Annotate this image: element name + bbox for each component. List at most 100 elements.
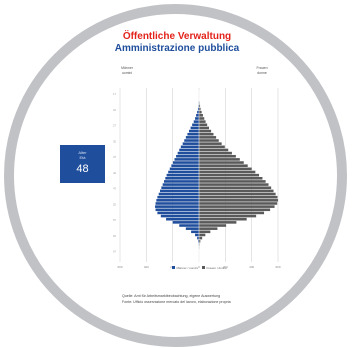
women-bar [199, 221, 237, 224]
women-bar [199, 192, 276, 196]
women-bar [199, 195, 278, 199]
men-bar [172, 221, 199, 224]
women-bar [199, 126, 210, 130]
men-bar [165, 177, 199, 180]
women-bar [199, 161, 244, 164]
men-bar [190, 126, 199, 130]
women-bar [199, 110, 202, 114]
x-tick-label: 400 [249, 265, 254, 269]
men-bar [160, 189, 199, 193]
age-tick-label: 62 [113, 234, 116, 238]
x-tick-label: 600 [275, 265, 280, 269]
men-bar [188, 129, 199, 133]
women-bar [199, 186, 272, 190]
men-bar [191, 230, 199, 234]
women-bar [199, 177, 263, 180]
age-tick-label: 27 [113, 124, 116, 128]
women-bar [199, 199, 278, 202]
men-bar [185, 227, 199, 230]
legend-label-men: Männer / uomini [177, 266, 199, 270]
women-bar [199, 139, 219, 142]
men-bar [174, 158, 199, 161]
women-bar [199, 173, 260, 177]
women-bar [199, 183, 269, 186]
men-bar [182, 142, 199, 145]
men-bar [184, 139, 199, 142]
women-bar [199, 132, 214, 136]
women-label-it: donne [257, 70, 267, 75]
men-bar [193, 120, 199, 123]
legend-swatch-men [172, 266, 175, 269]
women-bar [199, 202, 278, 205]
men-bar [196, 114, 199, 117]
women-bar [199, 233, 206, 237]
women-bar [199, 189, 274, 193]
x-tick-label: 400 [144, 265, 149, 269]
age-tick-label: 32 [113, 139, 116, 143]
women-bar [199, 214, 257, 218]
women-bar [199, 142, 222, 145]
men-bar [163, 180, 199, 183]
men-bar [171, 164, 199, 167]
age-tick-label: 47 [113, 187, 116, 191]
age-tick-label: 22 [113, 108, 116, 112]
women-bar [199, 227, 218, 230]
women-bar [199, 167, 252, 171]
age-tick-label: 67 [113, 250, 116, 254]
women-axis-label: Frauen donne [249, 66, 275, 75]
age-tick-label: 52 [113, 202, 116, 206]
men-label-it: uomini [121, 70, 133, 75]
women-bar [199, 158, 240, 161]
men-bar [166, 217, 199, 221]
average-age-caption-it: Età [79, 155, 86, 160]
average-age-value: 48 [76, 163, 89, 175]
source-note: Quelle: Amt für Arbeitsmarktbeobachtung,… [122, 293, 322, 305]
women-bar [199, 236, 203, 240]
men-bar [157, 211, 199, 215]
age-tick-label: 17 [113, 92, 116, 96]
women-bar [199, 107, 201, 111]
source-line-de: Quelle: Amt für Arbeitsmarktbeobachtung,… [122, 294, 221, 298]
men-axis-label: Männer uomini [114, 66, 140, 75]
age-tick-label: 37 [113, 155, 116, 159]
men-bar [197, 236, 199, 240]
men-bar [162, 183, 199, 186]
men-bar [177, 151, 199, 155]
women-bar [199, 239, 201, 243]
women-label-de: Frauen [256, 66, 268, 70]
men-bar [155, 202, 199, 205]
men-bar [160, 214, 199, 218]
women-bar [199, 151, 232, 155]
women-bar [199, 145, 225, 149]
men-bar [198, 104, 199, 108]
women-bar [199, 243, 200, 246]
chart-title-italian: Amministrazione pubblica [114, 43, 240, 54]
men-bar [169, 167, 199, 171]
men-bar [197, 107, 199, 111]
average-age-box: Alter Età 48 [60, 145, 105, 183]
men-bar [166, 173, 199, 177]
men-bar [155, 208, 199, 212]
women-bar [199, 180, 266, 183]
men-bar [198, 239, 199, 243]
women-bar [199, 104, 201, 108]
women-bar [199, 224, 227, 227]
men-bar [195, 233, 199, 237]
legend-label-women: Frauen / donne [207, 266, 228, 270]
legend-swatch-women [202, 266, 205, 269]
women-bar [199, 217, 247, 221]
x-tick-label: 0 [198, 265, 200, 269]
men-bar [168, 170, 199, 174]
women-bar [199, 154, 236, 158]
age-tick-label: 42 [113, 171, 116, 175]
women-bar [199, 205, 275, 208]
men-bar [197, 110, 199, 114]
men-bar [157, 195, 199, 199]
women-bar [199, 230, 211, 234]
men-bar [176, 154, 199, 158]
men-bar [158, 192, 199, 196]
source-line-it: Fonte: Ufficio osservazione mercato del … [122, 300, 231, 304]
women-bar [199, 120, 206, 123]
men-bar [161, 186, 199, 190]
